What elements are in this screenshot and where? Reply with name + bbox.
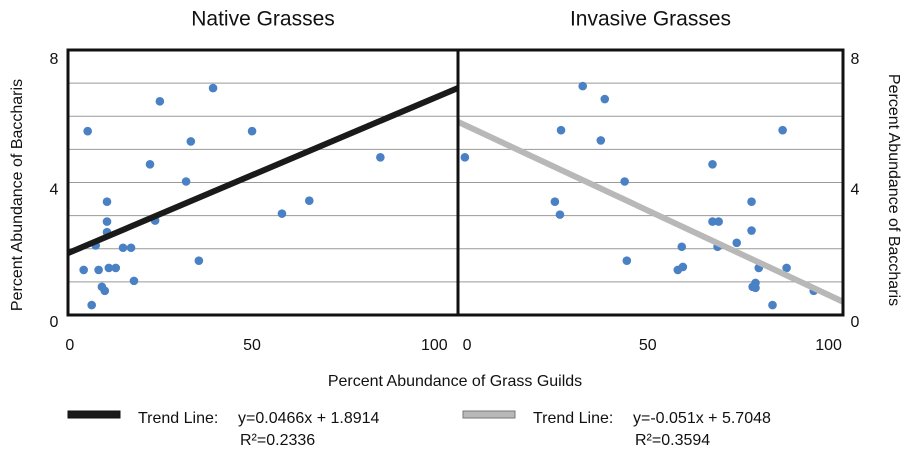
trend-line [456, 119, 845, 305]
point [79, 265, 88, 275]
point [708, 159, 717, 169]
point [102, 197, 112, 207]
point [460, 153, 470, 162]
point [556, 125, 566, 135]
point [782, 263, 791, 273]
point [708, 217, 717, 226]
legend-label: Trend Line: [138, 410, 218, 427]
point [102, 217, 112, 226]
point [129, 276, 139, 286]
point [208, 83, 218, 93]
point [555, 210, 565, 219]
point [104, 263, 114, 273]
point [596, 136, 606, 145]
legend-label: Trend Line: [533, 410, 613, 427]
point [111, 263, 121, 273]
point [600, 94, 610, 104]
point [550, 197, 560, 207]
point [620, 177, 629, 186]
point [87, 300, 96, 310]
y-tick-label: 0 [50, 314, 59, 331]
point [578, 81, 588, 91]
legend-swatch [462, 410, 516, 419]
chart-title: Native Grasses [191, 8, 335, 31]
point [778, 125, 787, 135]
legend-swatch [67, 410, 121, 419]
point [155, 97, 165, 106]
point [304, 196, 314, 206]
point [678, 262, 688, 272]
point [83, 126, 92, 136]
point [186, 137, 196, 146]
y-tick-label: 4 [50, 182, 59, 199]
x-tick-label: 100 [815, 337, 842, 354]
x-tick-label: 0 [463, 337, 472, 354]
point [376, 153, 385, 162]
point [732, 238, 742, 248]
point [747, 226, 756, 235]
x-axis-label: Percent Abundance of Grass Guilds [328, 373, 582, 390]
legend-r2: R²=0.2336 [240, 432, 315, 449]
point [277, 209, 287, 218]
point [94, 265, 103, 275]
point [747, 197, 756, 207]
point [247, 126, 257, 136]
point [181, 177, 191, 186]
panel-border [456, 48, 845, 317]
y-tick-label: 4 [851, 182, 860, 199]
y-tick-label: 8 [50, 51, 59, 68]
point [751, 278, 760, 288]
legend-equation: y=0.0466x + 1.8914 [238, 410, 380, 427]
legend-r2: R²=0.3594 [635, 432, 710, 449]
point [118, 243, 128, 253]
point [677, 242, 687, 252]
y-tick-label: 0 [851, 314, 860, 331]
x-tick-label: 100 [421, 337, 448, 354]
point [145, 159, 155, 169]
x-tick-label: 50 [639, 337, 657, 354]
y-axis-label: Percent Abundance of Baccharis [885, 74, 902, 306]
x-tick-label: 0 [65, 337, 74, 354]
legend-equation: y=-0.051x + 5.7048 [633, 410, 771, 427]
point [194, 256, 204, 265]
point [126, 243, 136, 253]
chart-title: Invasive Grasses [570, 8, 731, 31]
point [768, 300, 777, 310]
x-tick-label: 50 [243, 337, 261, 354]
point [622, 256, 632, 265]
y-axis-label: Percent Abundance of Baccharis [9, 79, 26, 311]
y-tick-label: 8 [851, 51, 860, 68]
point [100, 286, 110, 296]
point [714, 217, 723, 226]
trend-line [66, 85, 460, 256]
